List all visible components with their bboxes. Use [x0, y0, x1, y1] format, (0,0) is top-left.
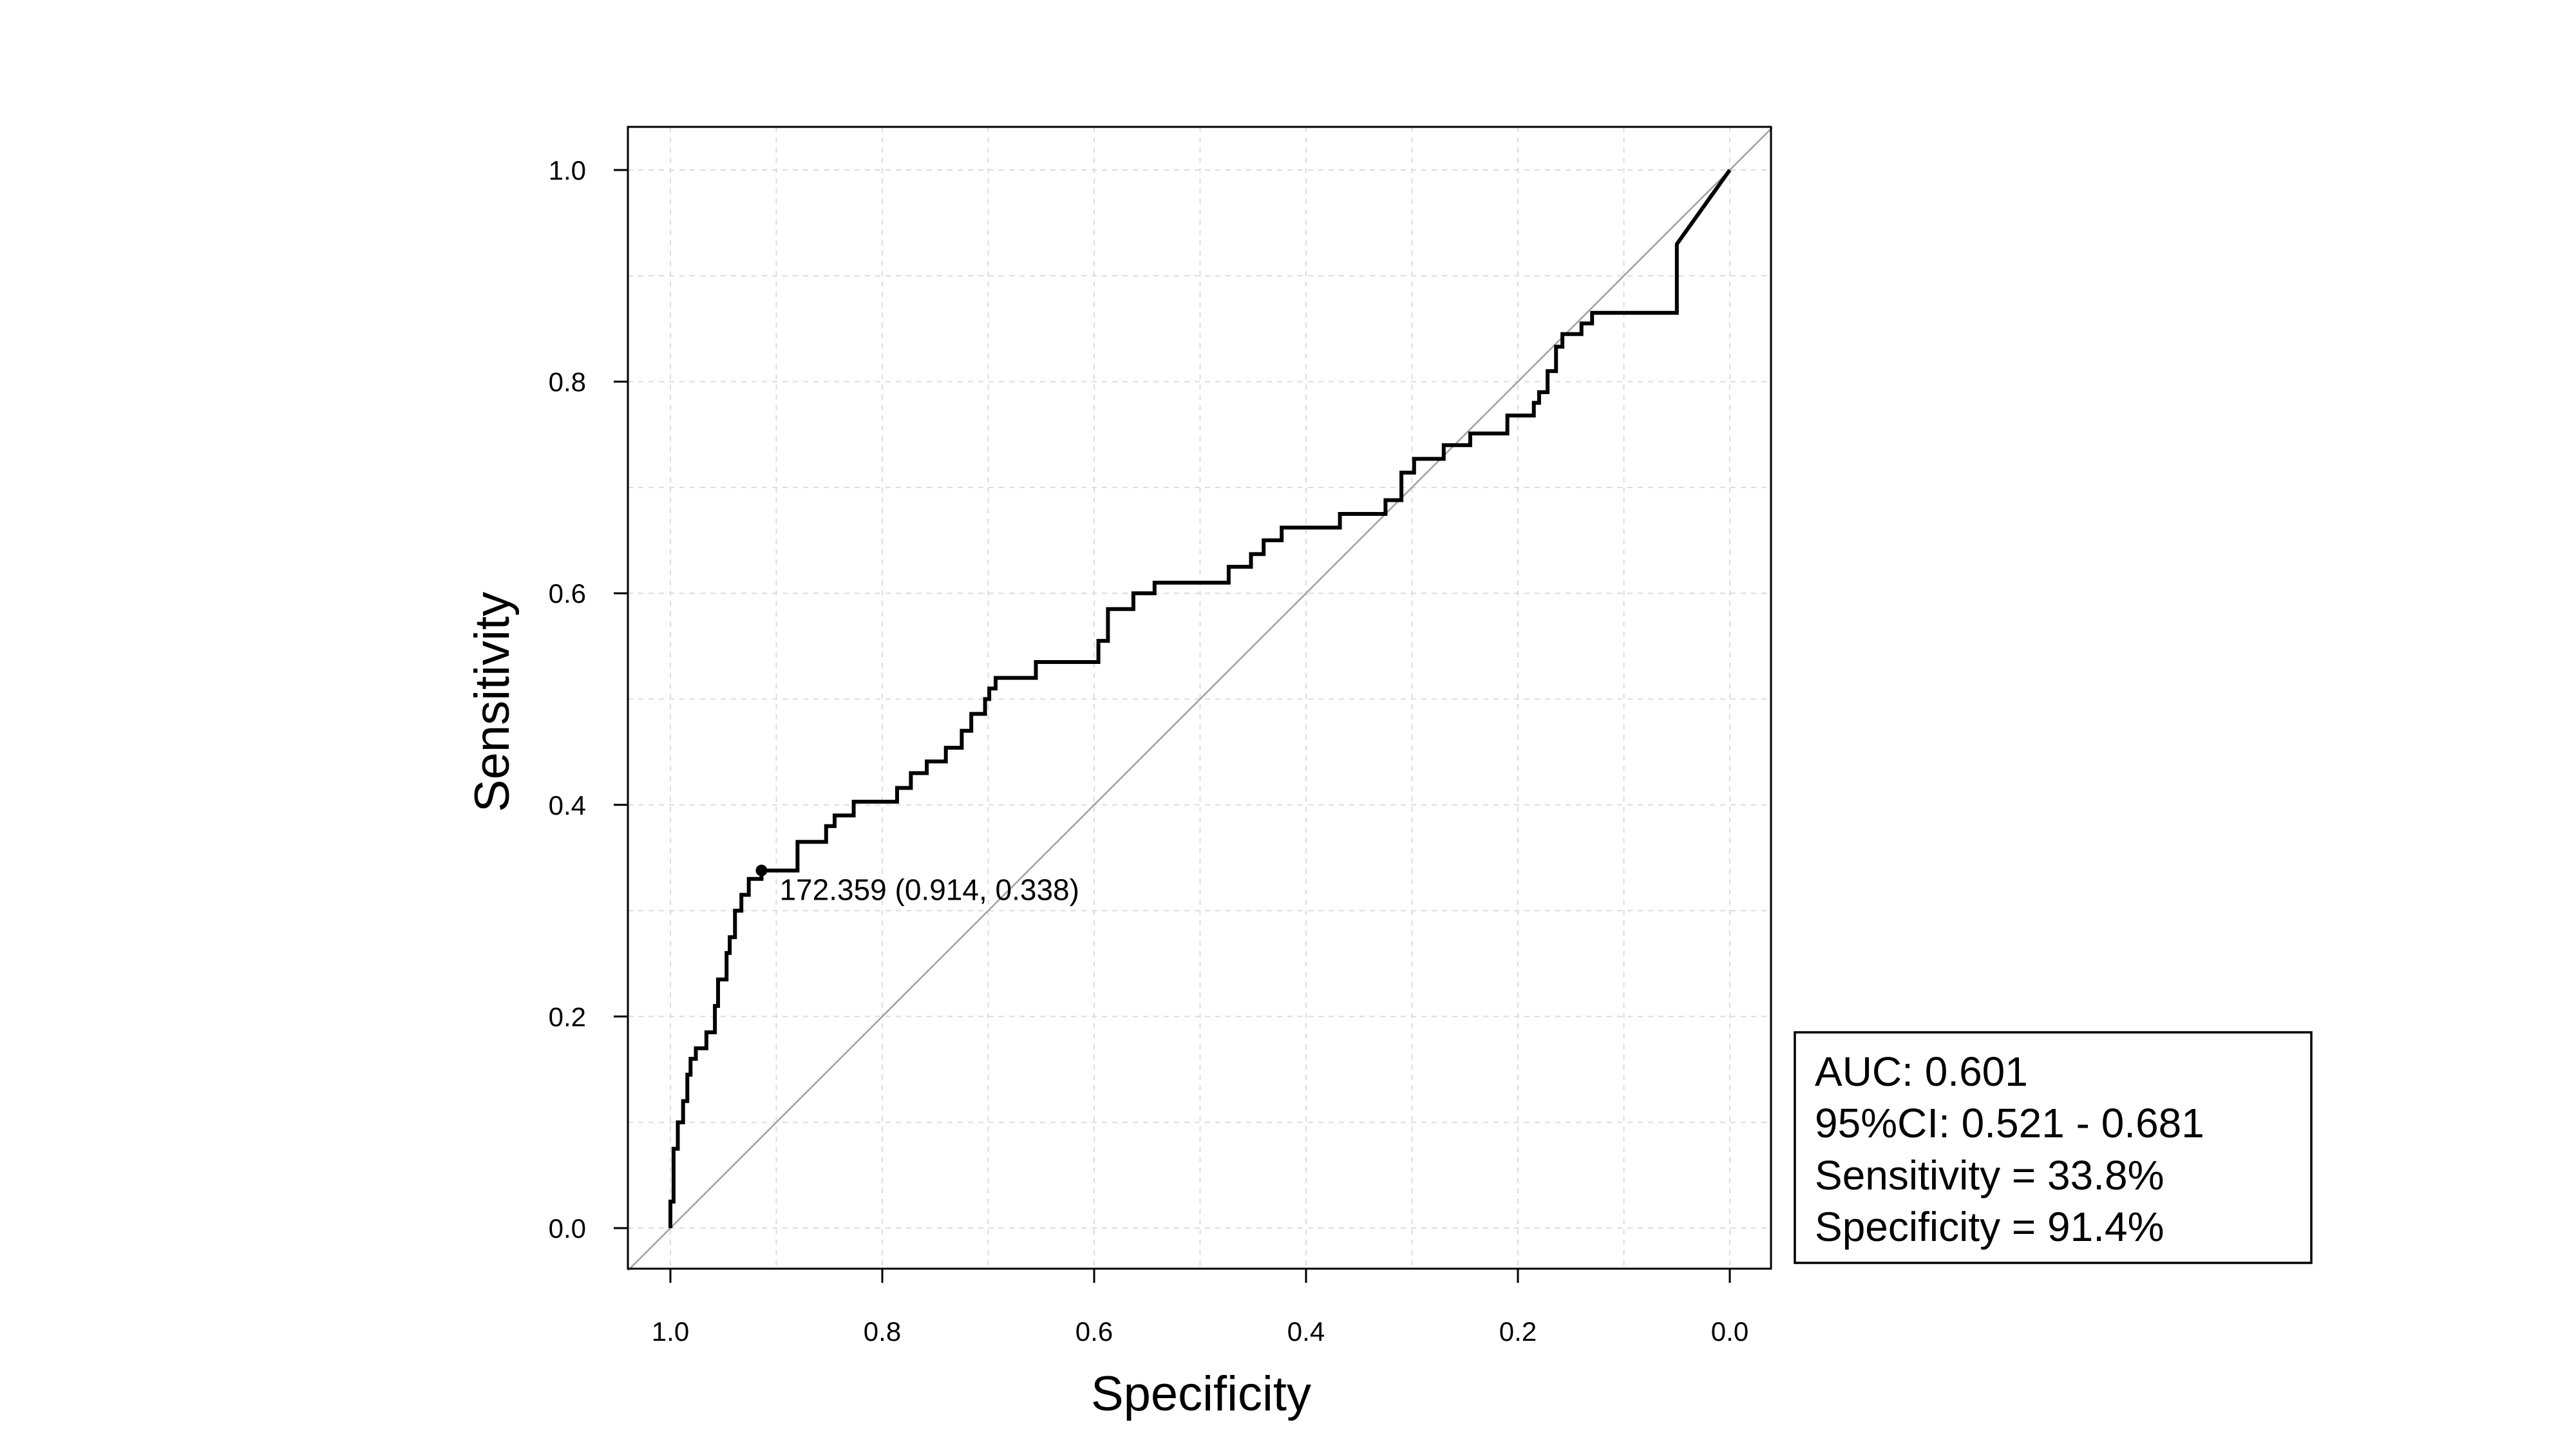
- legend-confidence-interval: 95%CI: 0.521 - 0.681: [1815, 1100, 2204, 1146]
- x-tick-label: 0.2: [1499, 1316, 1537, 1347]
- y-tick-label: 0.2: [549, 1001, 586, 1032]
- roc-curve: [668, 169, 1732, 1228]
- legend-sensitivity: Sensitivity = 33.8%: [1815, 1152, 2164, 1198]
- x-tick-label: 0.4: [1287, 1316, 1325, 1347]
- x-tick-label: 0.6: [1075, 1316, 1113, 1347]
- grid-layer: [628, 127, 1771, 1269]
- diagonal-reference-line: [627, 127, 1773, 1271]
- legend-auc: AUC: 0.601: [1815, 1048, 2028, 1095]
- x-tick-label: 1.0: [652, 1316, 689, 1347]
- x-axis-title: Specificity: [1091, 1367, 1311, 1421]
- plot-frame: [627, 126, 1772, 1270]
- y-tick-label: 1.0: [549, 155, 586, 185]
- x-tick-label: 0.8: [864, 1316, 901, 1347]
- y-tick-label: 0.4: [549, 790, 586, 820]
- optimal-cutoff-label: 172.359 (0.914, 0.338): [779, 873, 1079, 907]
- y-tick-label: 0.8: [549, 367, 586, 397]
- y-tick-label: 0.0: [549, 1213, 586, 1244]
- y-axis: 0.0 0.2 0.4 0.6 0.8 1.0: [549, 155, 628, 1244]
- legend-box: AUC: 0.601 95%CI: 0.521 - 0.681 Sensitiv…: [1794, 1031, 2313, 1264]
- legend-specificity: Specificity = 91.4%: [1815, 1204, 2164, 1250]
- legend-frame: [1794, 1031, 2313, 1264]
- y-tick-label: 0.6: [549, 578, 586, 609]
- y-axis-title: Sensitivity: [465, 592, 520, 812]
- x-tick-label: 0.0: [1711, 1316, 1748, 1347]
- optimal-cutoff-point: [755, 864, 768, 876]
- x-axis: 1.0 0.8 0.6 0.4 0.2 0.0: [652, 1269, 1748, 1347]
